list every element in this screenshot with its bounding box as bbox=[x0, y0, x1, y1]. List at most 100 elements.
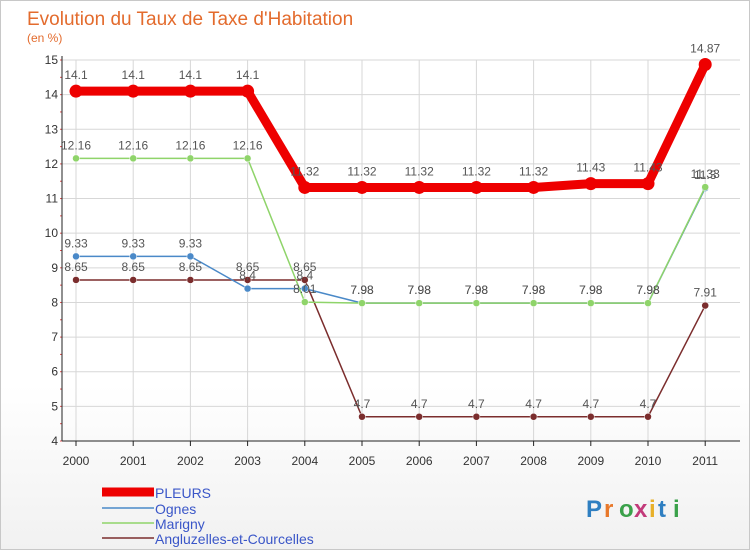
data-point bbox=[129, 154, 137, 163]
data-point bbox=[415, 413, 423, 421]
x-tick-label: 2009 bbox=[577, 454, 604, 468]
data-label: 7.98 bbox=[579, 283, 603, 297]
y-tick-label: 10 bbox=[45, 226, 59, 240]
series-group: 8.65 8.65 8.65 8.65 8.65 4.7 4.7 4.7 4.7 4.7 4.7 7.… bbox=[61, 42, 721, 421]
legend: PLEURSOgnesMarignyAngluzelles-et-Courcel… bbox=[102, 485, 314, 547]
data-label: 7.98 bbox=[465, 283, 489, 297]
data-label: 9.33 bbox=[64, 236, 88, 250]
y-tick-label: 5 bbox=[51, 399, 58, 413]
data-label: 7.98 bbox=[579, 283, 603, 297]
y-tick-label: 14 bbox=[45, 88, 59, 102]
data-point bbox=[301, 276, 309, 284]
data-label: 11.32 bbox=[519, 164, 548, 178]
data-label: 12.16 bbox=[233, 138, 263, 152]
data-label: 8.4 bbox=[239, 269, 256, 283]
data-label: 7.98 bbox=[636, 283, 660, 297]
legend-item: Ognes bbox=[102, 501, 196, 517]
data-point bbox=[698, 58, 712, 72]
y-tick-label: 8 bbox=[51, 295, 58, 309]
x-tick-label: 2010 bbox=[635, 454, 662, 468]
data-point bbox=[183, 84, 197, 98]
data-label: 8.65 bbox=[179, 260, 203, 274]
data-point bbox=[355, 180, 369, 194]
data-label: 11.43 bbox=[576, 161, 605, 175]
y-tick-label: 6 bbox=[51, 365, 58, 379]
data-label: 8.4 bbox=[296, 269, 313, 283]
y-tick-label: 11 bbox=[46, 192, 59, 206]
data-label: 4.7 bbox=[468, 397, 485, 411]
data-label: 11.32 bbox=[462, 164, 491, 178]
legend-item: Marigny bbox=[102, 516, 205, 532]
data-point bbox=[243, 284, 252, 293]
data-point bbox=[241, 84, 255, 98]
logo-letter: r bbox=[604, 496, 613, 523]
data-label: 14.1 bbox=[236, 68, 260, 82]
data-label: 8.65 bbox=[122, 260, 146, 274]
data-point bbox=[69, 84, 83, 98]
legend-label: Angluzelles-et-Courcelles bbox=[155, 531, 314, 547]
legend-item: PLEURS bbox=[102, 485, 211, 501]
series-marigny bbox=[72, 154, 709, 307]
data-point bbox=[243, 154, 252, 163]
data-point bbox=[186, 252, 195, 261]
legend-label: Marigny bbox=[155, 516, 205, 532]
data-point bbox=[587, 413, 595, 421]
data-label: 14.1 bbox=[122, 68, 146, 82]
data-label: 14.1 bbox=[179, 68, 203, 82]
x-tick-label: 2008 bbox=[520, 454, 547, 468]
x-tick-label: 2011 bbox=[692, 454, 718, 468]
series-line bbox=[71, 60, 710, 192]
series-ognes bbox=[72, 184, 709, 307]
data-point bbox=[701, 301, 709, 310]
data-point bbox=[301, 298, 309, 306]
x-tick-label: 2004 bbox=[291, 454, 318, 468]
data-label: 11.32 bbox=[405, 164, 434, 178]
data-point bbox=[469, 180, 483, 194]
logo-letter: P bbox=[586, 496, 602, 523]
data-point bbox=[129, 252, 137, 261]
logo-letter: x bbox=[634, 496, 648, 523]
data-point bbox=[529, 299, 538, 307]
x-tick-label: 2005 bbox=[349, 454, 376, 468]
data-label: 8.01 bbox=[293, 282, 317, 296]
data-label: 12.16 bbox=[175, 138, 205, 152]
data-label: 7.98 bbox=[636, 283, 660, 297]
x-tick-label: 2007 bbox=[463, 454, 490, 468]
data-point bbox=[587, 299, 595, 307]
data-point bbox=[415, 299, 423, 307]
data-point bbox=[186, 276, 195, 284]
series-angluzelles-et-courcelles bbox=[72, 276, 709, 421]
data-point bbox=[186, 154, 195, 163]
legend-label: PLEURS bbox=[155, 485, 211, 501]
y-tick-label: 13 bbox=[45, 122, 59, 136]
logo-letter: t bbox=[658, 496, 666, 523]
data-label: 4.7 bbox=[582, 397, 599, 411]
x-tick-label: 2002 bbox=[177, 454, 204, 468]
data-point bbox=[527, 180, 541, 194]
data-label: 14.87 bbox=[690, 42, 720, 56]
x-tick-label: 2001 bbox=[120, 454, 147, 468]
y-tick-label: 12 bbox=[45, 157, 59, 171]
data-point bbox=[129, 276, 137, 284]
data-point bbox=[472, 299, 481, 307]
x-tick-label: 2003 bbox=[234, 454, 261, 468]
data-label: 14.1 bbox=[64, 68, 88, 82]
data-point bbox=[298, 180, 312, 194]
data-label: 12.16 bbox=[61, 138, 91, 152]
data-point bbox=[529, 413, 538, 421]
data-point bbox=[644, 299, 652, 307]
data-label: 4.7 bbox=[354, 397, 371, 411]
data-label: 4.7 bbox=[411, 397, 428, 411]
data-point bbox=[72, 276, 80, 284]
data-label: 7.91 bbox=[694, 286, 718, 300]
data-point bbox=[701, 183, 709, 191]
data-label: 12.16 bbox=[118, 138, 148, 152]
data-point bbox=[301, 284, 309, 293]
data-label: 4.7 bbox=[525, 397, 542, 411]
data-label: 7.98 bbox=[408, 283, 432, 297]
y-tick-label: 4 bbox=[51, 434, 58, 448]
y-tick-label: 15 bbox=[45, 53, 59, 67]
data-point bbox=[472, 413, 481, 421]
